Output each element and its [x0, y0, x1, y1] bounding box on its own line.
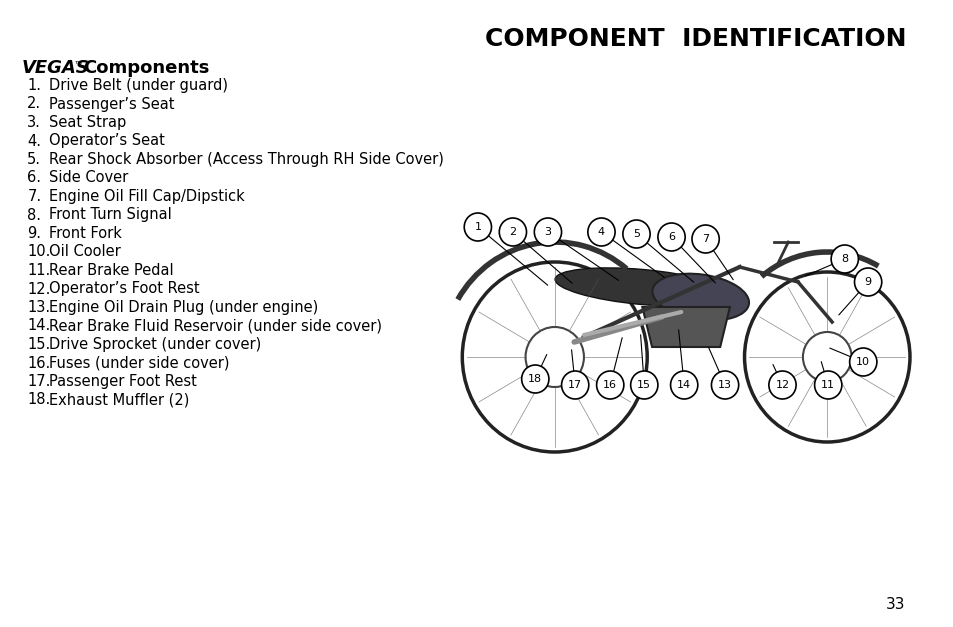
Text: Rear Shock Absorber (Access Through RH Side Cover): Rear Shock Absorber (Access Through RH S… — [49, 152, 443, 167]
Circle shape — [596, 371, 623, 399]
Text: 12.: 12. — [28, 282, 51, 297]
Text: 1.: 1. — [28, 78, 41, 93]
Text: 13.: 13. — [28, 300, 51, 315]
Circle shape — [854, 268, 881, 296]
Text: Passenger’s Seat: Passenger’s Seat — [49, 97, 174, 112]
Circle shape — [534, 218, 561, 246]
Text: VEGAS: VEGAS — [21, 59, 89, 77]
Circle shape — [691, 225, 719, 253]
Text: 5: 5 — [633, 229, 639, 239]
Text: 13: 13 — [718, 380, 731, 390]
Text: 3.: 3. — [28, 115, 41, 130]
Circle shape — [498, 218, 526, 246]
Text: 15: 15 — [637, 380, 651, 390]
Text: Components: Components — [83, 59, 209, 77]
Text: Exhaust Muffler (2): Exhaust Muffler (2) — [49, 393, 189, 408]
Text: 5.: 5. — [28, 152, 41, 167]
Text: COMPONENT  IDENTIFICATION: COMPONENT IDENTIFICATION — [485, 27, 905, 51]
Text: 8: 8 — [841, 254, 847, 264]
Text: 11: 11 — [821, 380, 835, 390]
Circle shape — [464, 213, 491, 241]
Circle shape — [658, 223, 684, 251]
Text: Fuses (under side cover): Fuses (under side cover) — [49, 356, 229, 371]
Text: Rear Brake Pedal: Rear Brake Pedal — [49, 263, 173, 278]
Text: Side Cover: Side Cover — [49, 171, 128, 186]
Text: 9.: 9. — [28, 226, 41, 241]
Text: 14: 14 — [677, 380, 691, 390]
Text: 17.: 17. — [28, 374, 51, 389]
Text: 2.: 2. — [28, 97, 41, 112]
Text: Drive Sprocket (under cover): Drive Sprocket (under cover) — [49, 337, 260, 352]
Text: 17: 17 — [568, 380, 581, 390]
Text: Rear Brake Fluid Reservoir (under side cover): Rear Brake Fluid Reservoir (under side c… — [49, 319, 381, 334]
Text: 7.: 7. — [28, 189, 41, 204]
Text: Drive Belt (under guard): Drive Belt (under guard) — [49, 78, 228, 93]
Text: ™: ™ — [74, 59, 84, 69]
Text: 4: 4 — [598, 227, 604, 237]
Circle shape — [814, 371, 841, 399]
Text: 14.: 14. — [28, 319, 51, 334]
Text: Oil Cooler: Oil Cooler — [49, 245, 120, 260]
Circle shape — [622, 220, 649, 248]
Text: Front Turn Signal: Front Turn Signal — [49, 208, 172, 223]
Text: 18.: 18. — [28, 393, 51, 408]
Text: 6.: 6. — [28, 171, 41, 186]
Text: 16: 16 — [602, 380, 617, 390]
Text: 12: 12 — [775, 380, 789, 390]
Text: 2: 2 — [509, 227, 516, 237]
Text: Engine Oil Fill Cap/Dipstick: Engine Oil Fill Cap/Dipstick — [49, 189, 244, 204]
Text: Front Fork: Front Fork — [49, 226, 121, 241]
Text: 4.: 4. — [28, 134, 41, 149]
Text: 1: 1 — [474, 222, 481, 232]
Text: Operator’s Seat: Operator’s Seat — [49, 134, 164, 149]
Text: 11.: 11. — [28, 263, 51, 278]
Text: 7: 7 — [701, 234, 708, 244]
Circle shape — [830, 245, 858, 273]
Text: 18: 18 — [528, 374, 541, 384]
Text: Operator’s Foot Rest: Operator’s Foot Rest — [49, 282, 199, 297]
Text: 8.: 8. — [28, 208, 41, 223]
Circle shape — [711, 371, 738, 399]
Text: 16.: 16. — [28, 356, 51, 371]
Text: 10: 10 — [856, 357, 869, 367]
Text: 10.: 10. — [28, 245, 51, 260]
Circle shape — [630, 371, 658, 399]
Text: 6: 6 — [667, 232, 675, 242]
Text: 3: 3 — [544, 227, 551, 237]
Text: 9: 9 — [863, 277, 871, 287]
Circle shape — [587, 218, 615, 246]
Ellipse shape — [555, 268, 729, 306]
Circle shape — [849, 348, 876, 376]
Text: 15.: 15. — [28, 337, 51, 352]
Circle shape — [521, 365, 548, 393]
Text: Engine Oil Drain Plug (under engine): Engine Oil Drain Plug (under engine) — [49, 300, 317, 315]
Circle shape — [561, 371, 588, 399]
Text: 33: 33 — [884, 597, 904, 612]
Text: Seat Strap: Seat Strap — [49, 115, 126, 130]
Circle shape — [768, 371, 796, 399]
Polygon shape — [641, 307, 729, 347]
Ellipse shape — [652, 273, 748, 320]
Circle shape — [670, 371, 697, 399]
Text: Passenger Foot Rest: Passenger Foot Rest — [49, 374, 196, 389]
